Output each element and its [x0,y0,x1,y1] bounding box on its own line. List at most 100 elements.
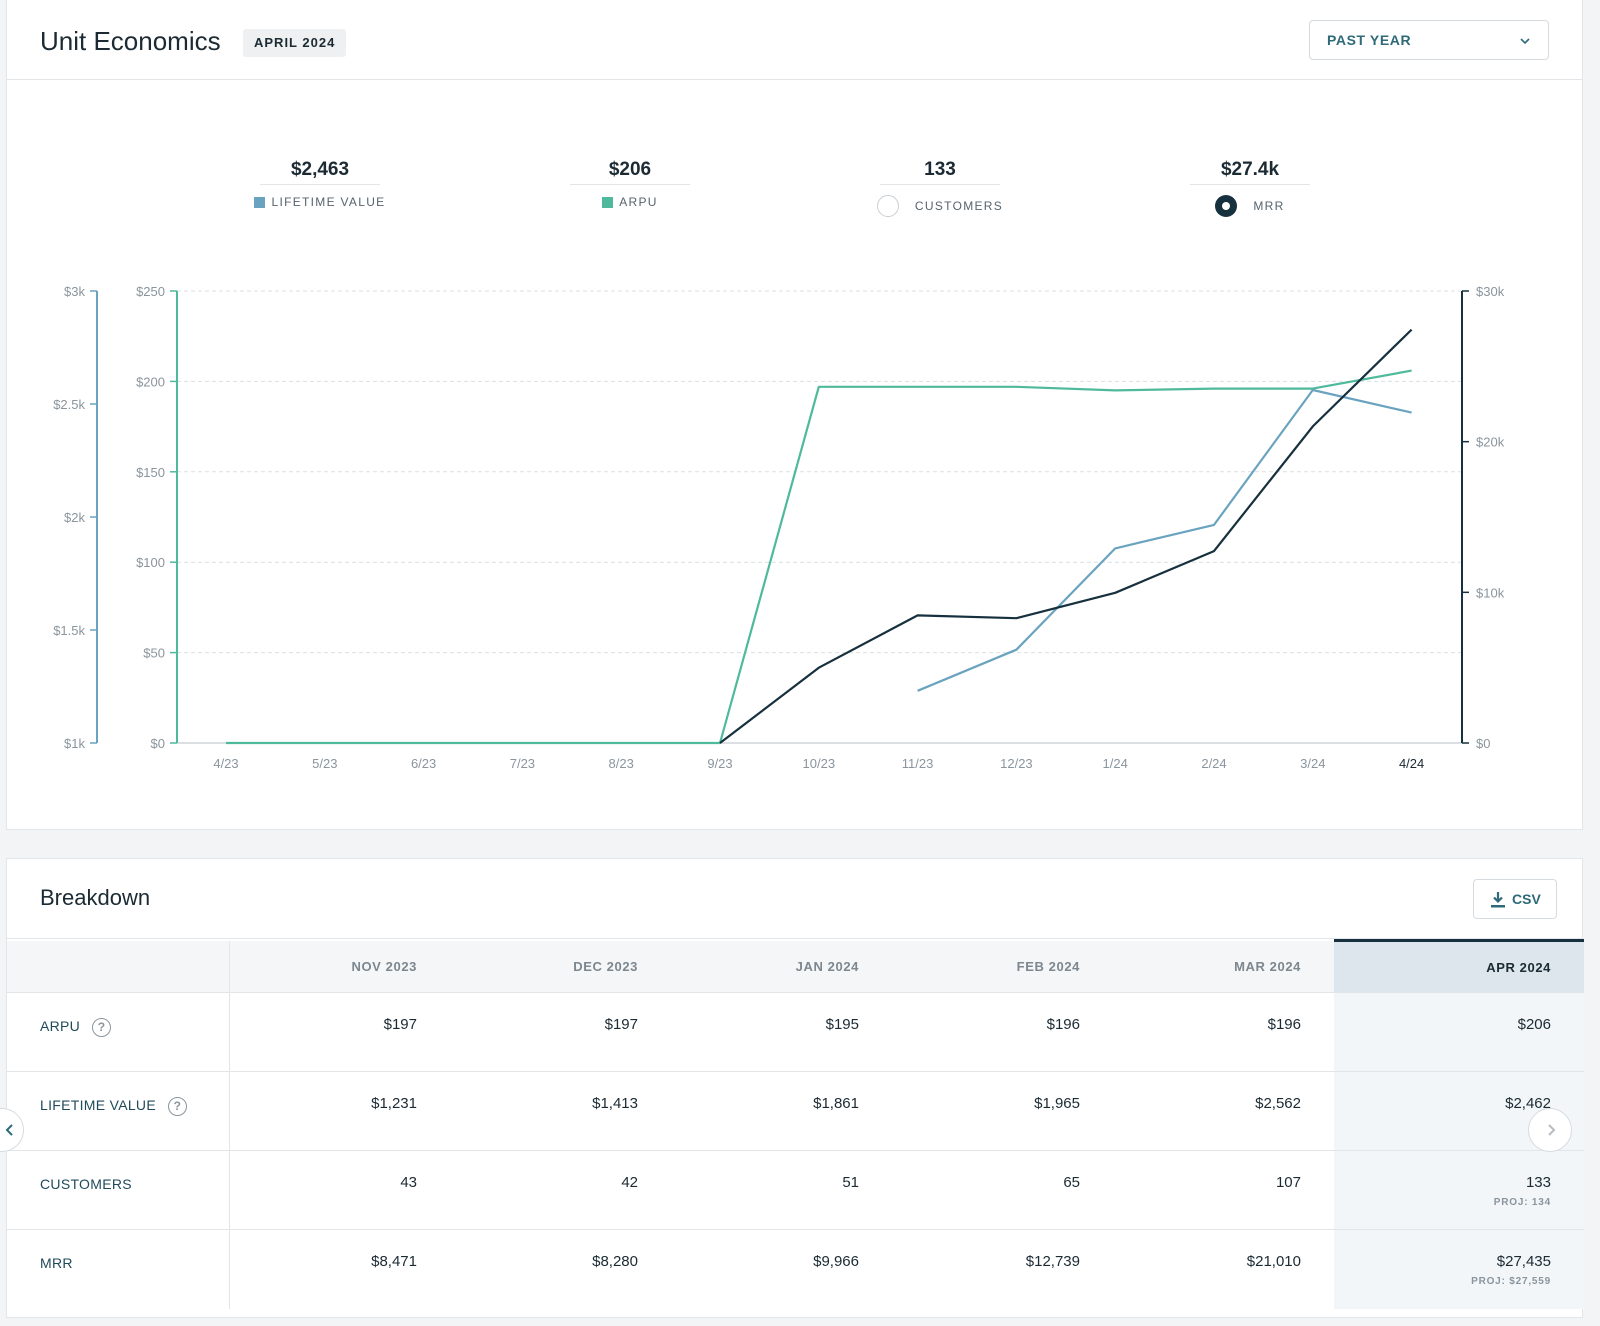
table-cell: $12,739 [1025,1253,1080,1270]
arpu-axis-tick-label: $150 [136,465,165,480]
x-tick-label: 3/24 [1300,756,1325,771]
table-row: CUSTOMERS 43 42 51 65 107 133 PROJ: 134 [7,1150,1584,1230]
period-select[interactable]: PAST YEAR [1309,20,1549,60]
breakdown-table: NOV 2023 DEC 2023 JAN 2024 FEB 2024 MAR … [7,939,1584,1309]
series-line-lifetime-value [917,388,1412,692]
csv-label: CSV [1512,891,1541,907]
ltv-axis-tick-label: $2.5k [53,397,85,412]
table-cell-current: $27,435 PROJ: $27,559 [1334,1229,1584,1309]
mrr-axis-tick-label: $10k [1476,585,1505,600]
cell-value: $2,462 [1505,1095,1551,1112]
ltv-axis-tick-label: $3k [64,284,85,299]
table-cell: $9,966 [813,1253,859,1270]
mrr-axis-tick-label: $30k [1476,284,1505,299]
mrr-axis-tick-label: $0 [1476,736,1490,751]
table-cell: $1,965 [892,1071,1113,1151]
help-icon[interactable]: ? [92,1018,112,1037]
scroll-right-button[interactable] [1528,1108,1572,1152]
row-label: ARPU? [7,992,230,1072]
legend-swatch-icon [254,196,266,208]
x-tick-label: 8/23 [609,756,634,771]
row-label-text: MRR [40,1255,73,1271]
table-column-header-current: APR 2024 [1334,939,1584,993]
x-tick-label: 11/23 [902,756,934,771]
table-row: ARPU? $197 $197 $195 $196 $196 $206 [7,992,1584,1072]
kpi-label: ARPU [619,195,658,209]
mrr-radio[interactable] [1215,195,1238,217]
period-select-label: PAST YEAR [1327,32,1412,48]
row-label: CUSTOMERS [7,1150,230,1230]
page-title: Unit Economics [40,26,221,56]
table-cell: $196 [892,992,1113,1072]
table-cell: 42 [450,1150,671,1230]
table-cell: $8,471 [371,1253,417,1270]
row-label: MRR [7,1229,230,1309]
table-cell: $197 [229,992,450,1072]
table-cell: 107 [1113,1150,1334,1230]
x-tick-label: 4/23 [213,756,238,771]
table-row: MRR $8,471 $8,280 $9,966 $12,739 $21,010… [7,1229,1584,1309]
arpu-axis-tick-label: $200 [136,374,165,389]
legend-swatch-icon [602,196,614,208]
kpi-label: LIFETIME VALUE [271,195,386,209]
download-icon [1491,892,1505,908]
mrr-axis-tick-label: $20k [1476,435,1505,450]
kpi-label: MRR [1253,199,1285,213]
kpi-customers: 133 CUSTOMERS [850,155,1030,217]
date-badge: APRIL 2024 [243,29,347,57]
table-cell: $196 [1113,992,1334,1072]
unit-economics-card: Unit Economics APRIL 2024 PAST YEAR $2,4… [6,0,1583,830]
x-tick-label: 10/23 [803,756,836,771]
table-cell-current: $206 [1334,992,1584,1072]
projection-text: PROJ: $27,559 [1471,1276,1551,1287]
table-column-header: DEC 2023 [450,940,671,993]
table-cell: $195 [671,992,892,1072]
row-label: LIFETIME VALUE? [7,1071,230,1151]
ltv-axis-tick-label: $1k [64,736,85,751]
x-tick-label: 4/24 [1399,756,1424,771]
table-cell-current: 133 PROJ: 134 [1334,1150,1584,1230]
kpi-row: $2,463 LIFETIME VALUE $206 ARPU 133 CUST… [7,155,1582,245]
x-tick-label: 2/24 [1201,756,1226,771]
x-tick-label: 12/23 [1000,756,1033,771]
series-line-arpu [226,369,1412,745]
help-icon[interactable]: ? [167,1097,187,1116]
customers-radio[interactable] [876,195,899,217]
table-column-header: MAR 2024 [1113,940,1334,993]
csv-download-button[interactable]: CSV [1473,879,1557,919]
x-tick-label: 5/23 [312,756,337,771]
table-cell: $2,562 [1113,1071,1334,1151]
breakdown-title: Breakdown [40,885,151,910]
table-cell: 43 [229,1150,450,1230]
arpu-axis-tick-label: $100 [136,555,165,570]
table-cell: $21,010 [1246,1253,1301,1270]
row-label-text: CUSTOMERS [40,1176,132,1192]
unit-economics-chart: $3k $2.5k $2k $1.5k $1k $250 $200 $150 $100 $50 $0… [53,284,1505,771]
table-row: LIFETIME VALUE? $1,231 $1,413 $1,861 $1,… [7,1071,1584,1151]
unit-economics-header: Unit Economics APRIL 2024 PAST YEAR [7,0,1582,80]
kpi-value: $206 [570,155,690,185]
table-header-row: NOV 2023 DEC 2023 JAN 2024 FEB 2024 MAR … [7,939,1584,993]
kpi-value: $27.4k [1190,155,1310,185]
table-cell: 51 [671,1150,892,1230]
kpi-value: 133 [880,155,1000,185]
x-tick-label: 6/23 [411,756,436,771]
arpu-axis-tick-label: $250 [136,284,165,299]
chevron-right-icon [1548,1124,1556,1136]
chevron-left-icon [5,1124,13,1136]
table-cell: $8,280 [592,1253,638,1270]
table-cell: $1,413 [450,1071,671,1151]
table-column-header: NOV 2023 [229,940,450,993]
table-column-header: JAN 2024 [671,940,892,993]
breakdown-card: Breakdown CSV NOV 2023 DEC 2023 JAN 2024… [6,858,1584,1318]
kpi-mrr: $27.4k MRR [1160,155,1340,217]
ltv-axis-tick-label: $1.5k [53,623,85,638]
cell-value: 133 [1525,1174,1551,1191]
table-cell: $1,231 [229,1071,450,1151]
kpi-value: $2,463 [260,155,380,185]
x-tick-label: 1/24 [1103,756,1128,771]
table-cell: $197 [450,992,671,1072]
x-tick-label: 7/23 [510,756,535,771]
arpu-axis-tick-label: $0 [151,736,165,751]
kpi-lifetime-value: $2,463 LIFETIME VALUE [230,155,410,209]
